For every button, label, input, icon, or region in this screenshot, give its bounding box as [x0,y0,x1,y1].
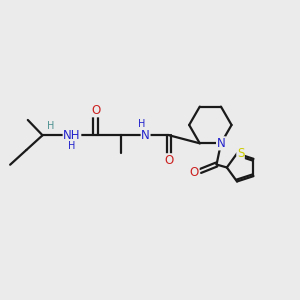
Text: O: O [190,166,199,179]
Text: O: O [164,154,174,167]
Text: H: H [47,122,55,131]
Text: H: H [68,142,76,152]
Text: N: N [217,137,225,150]
Text: S: S [237,147,244,160]
Text: O: O [91,104,100,117]
Text: N: N [141,129,150,142]
Text: NH: NH [63,129,81,142]
Text: H: H [138,119,146,129]
